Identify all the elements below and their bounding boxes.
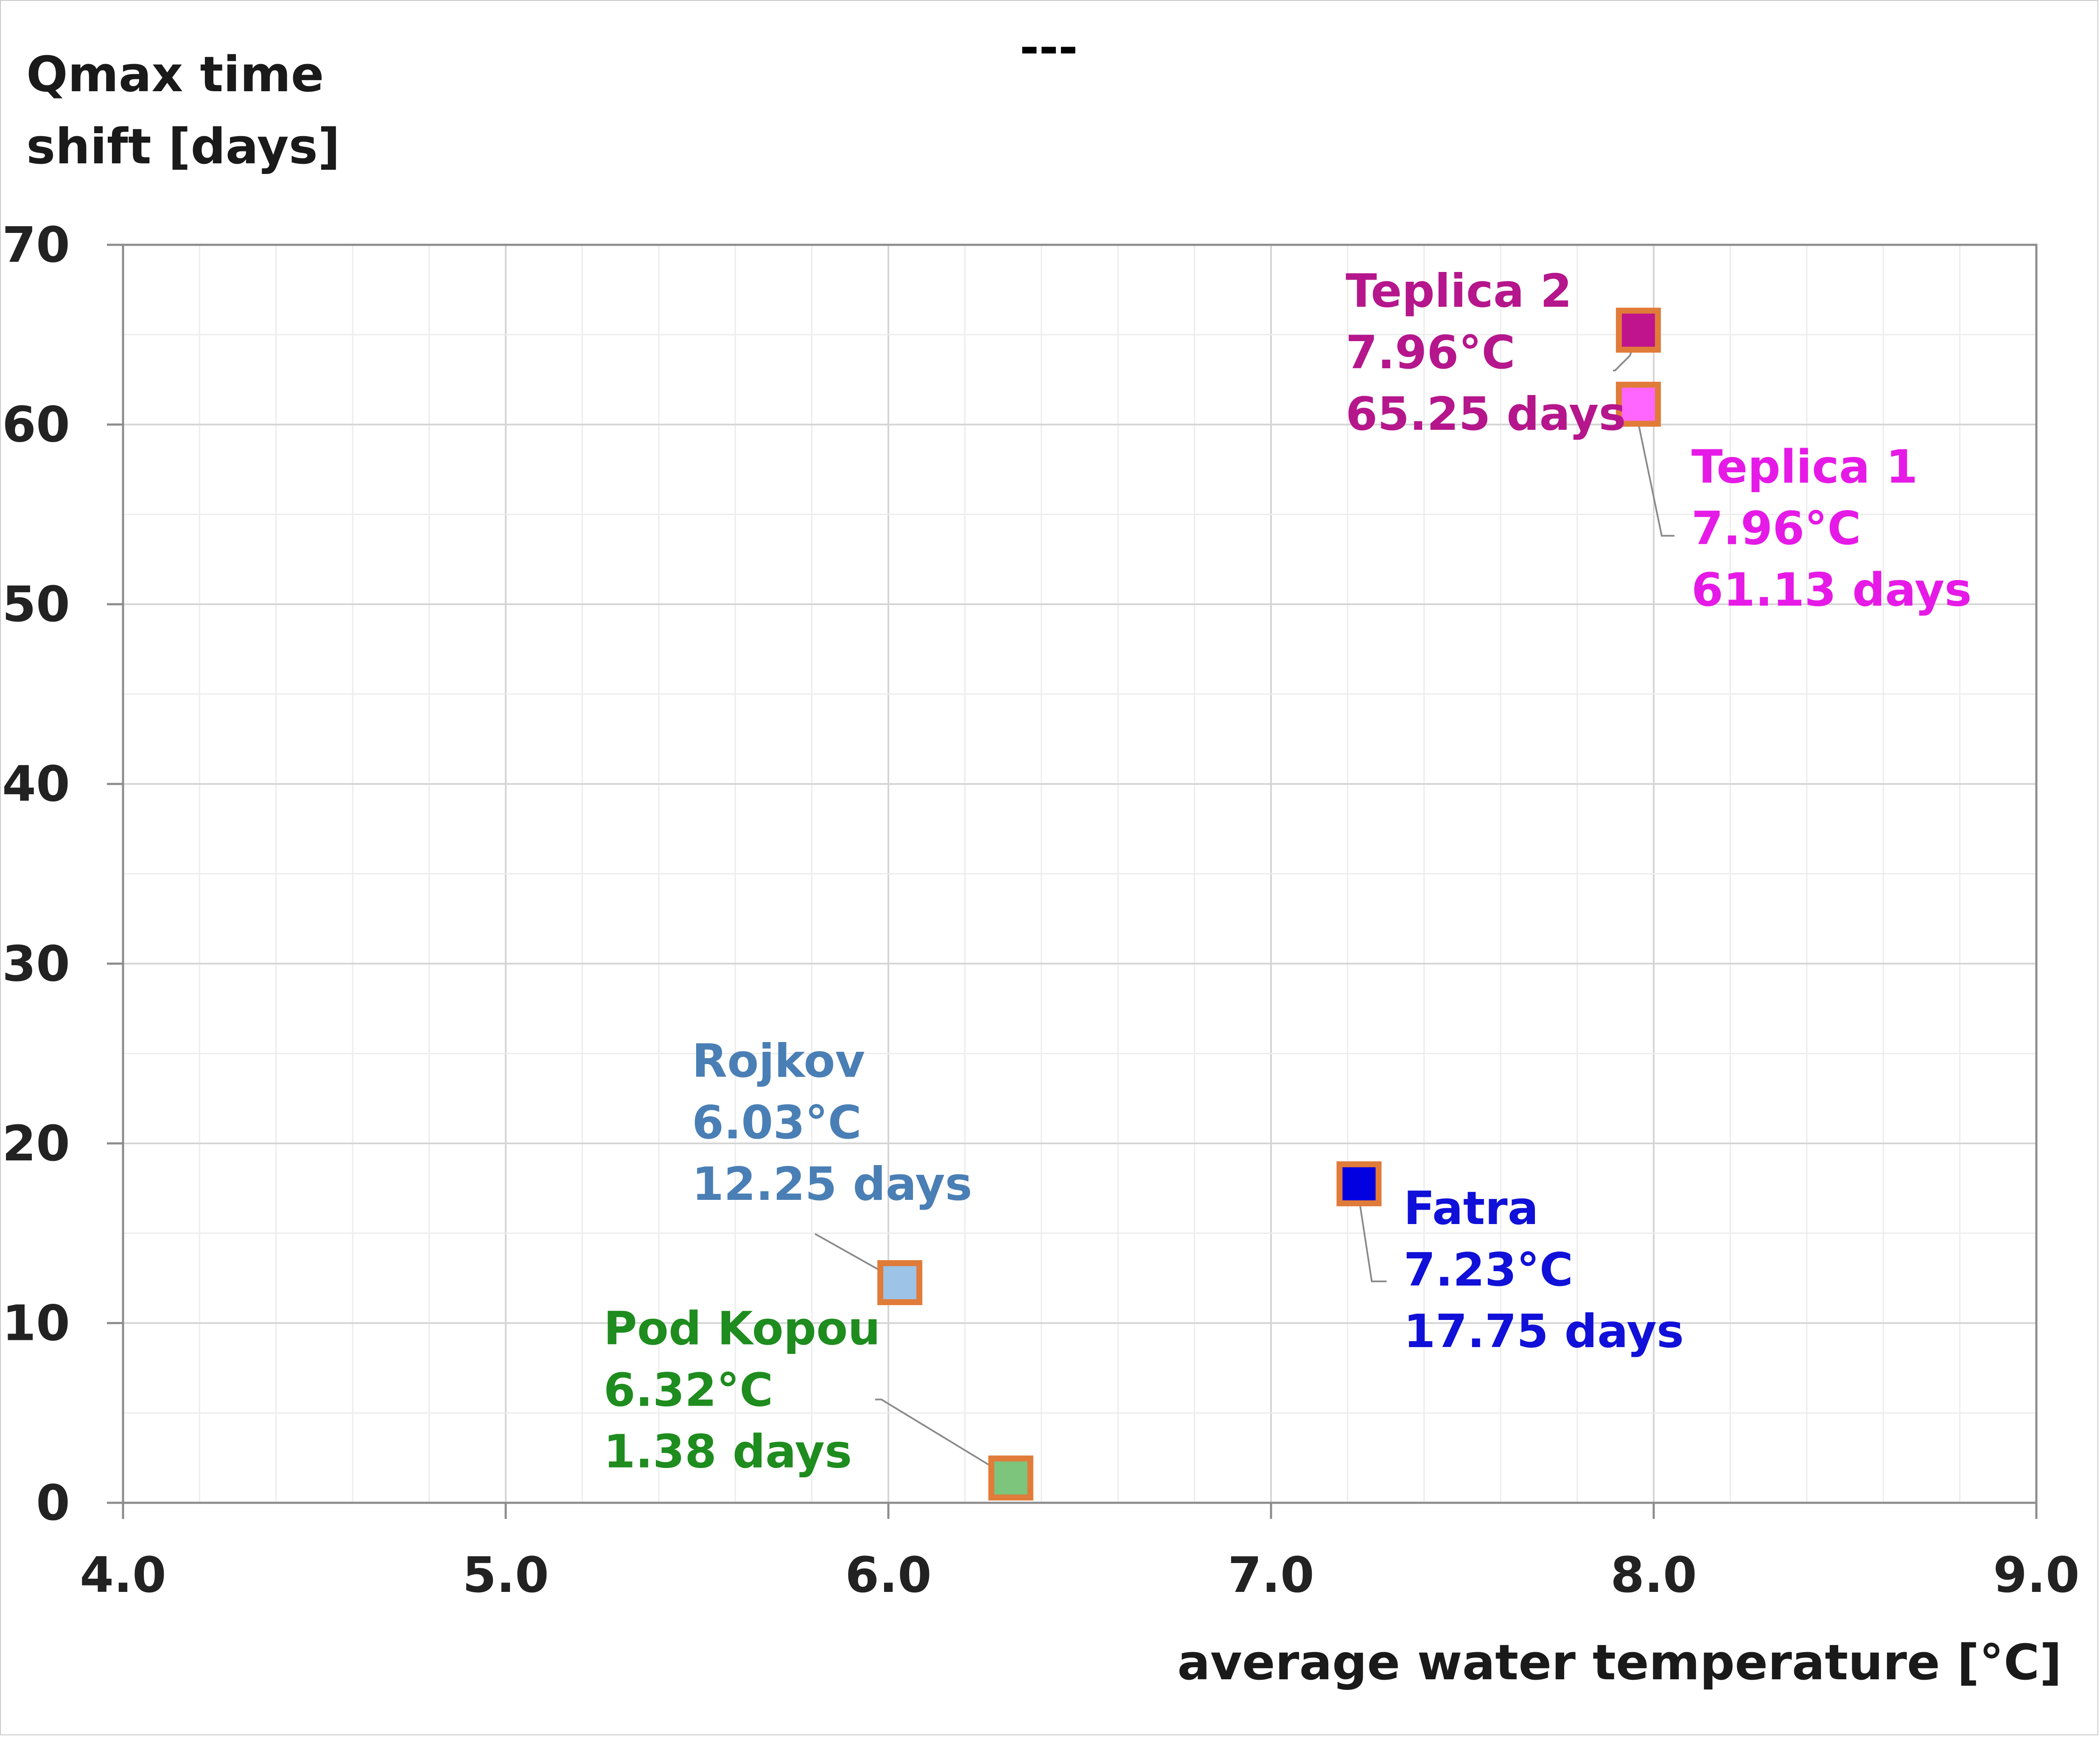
plot-area-border — [122, 244, 2038, 1504]
data-point-label: 7.23°C — [1403, 1244, 1573, 1297]
data-point-label: 6.32°C — [604, 1364, 773, 1417]
data-point-marker — [877, 1260, 923, 1306]
y-tick-label: 0 — [36, 1475, 70, 1532]
x-tick-label: 9.0 — [1993, 1547, 2080, 1604]
data-point-label: Teplica 1 — [1691, 441, 1918, 494]
data-point-marker — [988, 1455, 1033, 1501]
y-axis-label-line-2: shift [days] — [26, 118, 340, 175]
data-point-label: Teplica 2 — [1346, 265, 1572, 318]
y-tick-label: 10 — [2, 1295, 70, 1352]
x-axis-label: average water temperature [°C] — [1177, 1634, 2062, 1691]
y-axis-label-line-1: Qmax time — [26, 46, 324, 103]
data-point-label: Rojkov — [692, 1035, 865, 1088]
data-point-label: Pod Kopou — [604, 1303, 881, 1356]
y-tick-label: 30 — [2, 936, 70, 992]
y-tick-label: 70 — [2, 217, 70, 274]
data-point-label: 6.03°C — [692, 1096, 862, 1149]
x-tick-label: 4.0 — [80, 1547, 166, 1604]
data-point-marker — [1616, 308, 1661, 353]
y-tick-label: 50 — [2, 576, 70, 633]
y-tick-label: 40 — [2, 756, 70, 813]
x-tick-label: 5.0 — [462, 1547, 549, 1604]
data-point-marker — [1616, 381, 1661, 427]
data-point-label: 17.75 days — [1403, 1305, 1684, 1358]
chart-title: --- — [1020, 20, 1078, 75]
data-point-label: Fatra — [1403, 1182, 1538, 1235]
x-tick-label: 6.0 — [845, 1547, 932, 1604]
x-tick-label: 7.0 — [1228, 1547, 1314, 1604]
data-point-label: 61.13 days — [1691, 564, 1972, 617]
data-point-label: 1.38 days — [604, 1426, 852, 1479]
x-tick-label: 8.0 — [1610, 1547, 1697, 1604]
point-labels: Teplica 2 7.96°C 65.25 days Teplica 1 7.96°C… — [604, 265, 1972, 1478]
y-tick-label: 20 — [2, 1115, 70, 1172]
data-point-label: 7.96°C — [1346, 326, 1515, 379]
grid-layer — [122, 244, 2037, 1504]
data-point-label: 12.25 days — [692, 1158, 972, 1211]
data-point-label: 7.96°C — [1691, 502, 1861, 555]
data-point-label: 65.25 days — [1346, 388, 1626, 441]
data-point-marker — [1336, 1161, 1382, 1207]
data-points — [877, 308, 1661, 1501]
y-tick-label: 60 — [2, 397, 70, 454]
axis-layer: 4.0 5.0 6.0 7.0 8.0 9.0 0 10 20 30 40 50 60 70 — [2, 217, 2080, 1604]
